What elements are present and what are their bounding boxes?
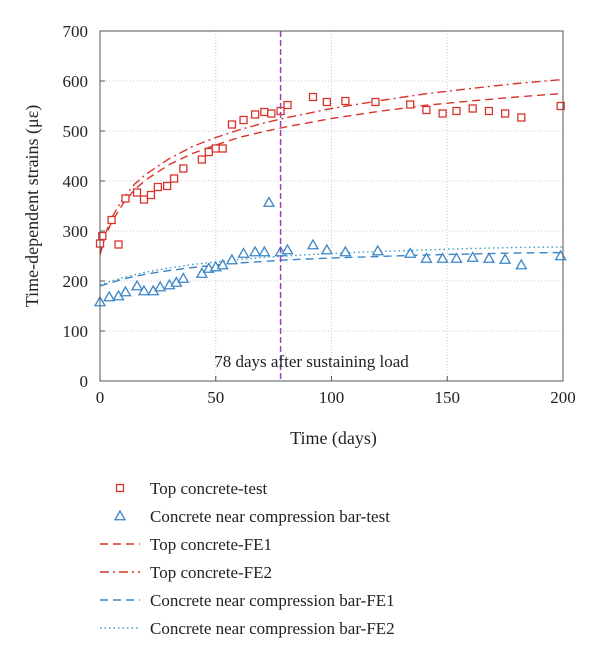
data-point-triangle xyxy=(499,253,512,264)
legend-item: Concrete near compression bar-FE1 xyxy=(100,591,395,610)
x-tick-label: 50 xyxy=(207,388,224,407)
x-tick-label: 100 xyxy=(319,388,345,407)
legend-label: Concrete near compression bar-FE1 xyxy=(150,591,395,610)
series-line-concrete-near-compression-bar-fe2 xyxy=(99,246,564,286)
annotation: 78 days after sustaining load xyxy=(214,31,409,381)
data-point-triangle xyxy=(420,252,433,263)
series-layer xyxy=(93,78,567,307)
data-point-square xyxy=(267,109,276,118)
y-tick-label: 0 xyxy=(80,372,89,391)
data-point-square xyxy=(517,113,526,122)
data-point-square xyxy=(308,92,318,102)
data-point-square xyxy=(322,97,332,107)
data-point-square xyxy=(169,174,179,183)
data-point-triangle xyxy=(404,247,417,258)
data-point-square xyxy=(283,100,292,110)
legend-label: Top concrete-FE1 xyxy=(150,535,272,554)
data-point-square xyxy=(218,144,227,153)
data-point-square xyxy=(239,115,248,125)
legend: Top concrete-test Concrete near compressi… xyxy=(100,479,395,638)
data-point-square xyxy=(438,109,447,118)
data-point-triangle xyxy=(225,253,239,265)
data-point-triangle xyxy=(258,245,271,257)
data-point-triangle xyxy=(119,285,132,297)
data-point-square xyxy=(211,144,220,153)
data-point-square xyxy=(204,147,213,157)
data-point-square xyxy=(422,105,431,115)
legend-item: Top concrete-FE1 xyxy=(100,535,272,554)
data-point-square xyxy=(227,120,237,129)
series-line-top-concrete-fe2 xyxy=(99,78,564,254)
data-point-square xyxy=(153,182,163,192)
series-line-top-concrete-fe1 xyxy=(99,92,564,256)
legend-label: Concrete near compression bar-FE2 xyxy=(150,619,395,638)
legend-marker-square xyxy=(115,483,125,493)
data-point-square xyxy=(341,96,350,106)
data-point-triangle xyxy=(515,258,528,270)
annotation-label: 78 days after sustaining load xyxy=(214,352,409,371)
data-point-square xyxy=(250,110,260,119)
x-tick-label: 200 xyxy=(550,388,576,407)
data-point-triangle xyxy=(248,245,262,257)
legend-item: Top concrete-test xyxy=(115,479,268,498)
axes: 0 50 100 150 200 0 100 200 300 400 500 600 700 xyxy=(63,22,576,407)
data-point-triangle xyxy=(450,252,463,263)
y-tick-label: 700 xyxy=(63,22,89,41)
data-point-triangle xyxy=(281,243,294,255)
data-point-square xyxy=(132,188,142,197)
x-tick-label: 150 xyxy=(435,388,461,407)
legend-label: Top concrete-FE2 xyxy=(150,563,272,582)
x-tick-label: 0 xyxy=(96,388,105,407)
data-point-square xyxy=(197,155,207,164)
data-point-square xyxy=(179,164,188,173)
data-point-triangle xyxy=(339,245,352,257)
legend-label: Concrete near compression bar-test xyxy=(150,507,390,526)
y-tick-label: 300 xyxy=(63,222,89,241)
data-point-square xyxy=(468,104,477,113)
data-point-triangle xyxy=(103,290,116,302)
y-tick-label: 600 xyxy=(63,72,89,91)
x-axis-label: Time (days) xyxy=(290,428,377,449)
y-axis-label: Time-dependent strains (με) xyxy=(22,105,43,308)
y-tick-label: 200 xyxy=(63,272,89,291)
legend-label: Top concrete-test xyxy=(150,479,268,498)
data-point-triangle xyxy=(237,247,250,258)
data-point-triangle xyxy=(130,279,144,291)
data-point-triangle xyxy=(154,280,167,292)
grid xyxy=(100,31,563,381)
data-point-square xyxy=(162,181,172,191)
data-point-triangle xyxy=(216,258,229,270)
data-point-square xyxy=(121,194,130,203)
legend-item: Concrete near compression bar-FE2 xyxy=(100,619,395,638)
data-point-square xyxy=(556,101,565,111)
y-tick-label: 500 xyxy=(63,122,89,141)
legend-item: Concrete near compression bar-test xyxy=(113,507,390,526)
data-point-triangle xyxy=(262,196,276,207)
data-point-triangle xyxy=(306,238,320,250)
data-point-square xyxy=(114,240,123,249)
legend-marker-triangle xyxy=(113,509,127,521)
data-point-square xyxy=(484,106,494,116)
data-point-triangle xyxy=(466,251,479,262)
data-point-square xyxy=(107,215,116,225)
data-point-square xyxy=(260,107,269,117)
data-point-square xyxy=(139,195,149,204)
y-tick-label: 100 xyxy=(63,322,89,341)
data-point-triangle xyxy=(482,252,496,263)
data-point-square xyxy=(406,100,415,109)
data-point-triangle xyxy=(137,284,151,296)
data-point-square xyxy=(452,106,461,116)
data-point-triangle xyxy=(436,252,449,263)
data-point-square xyxy=(500,109,510,118)
data-point-square xyxy=(371,97,380,107)
data-point-square xyxy=(146,190,156,200)
data-point-triangle xyxy=(177,272,190,283)
y-tick-label: 400 xyxy=(63,172,89,191)
data-point-triangle xyxy=(371,244,384,256)
data-point-triangle xyxy=(320,243,333,255)
legend-item: Top concrete-FE2 xyxy=(100,563,272,582)
data-point-square xyxy=(98,231,107,241)
